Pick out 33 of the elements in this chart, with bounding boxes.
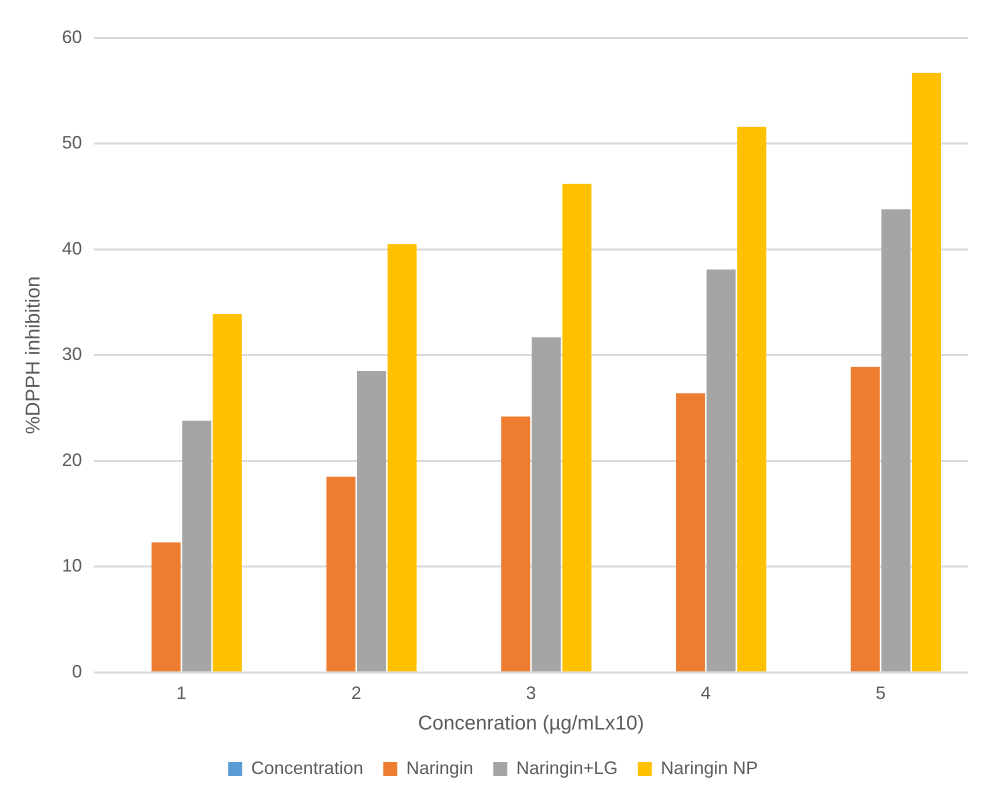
y-tick-label: 20 (62, 450, 82, 470)
bar (562, 184, 592, 672)
x-tick-label: 1 (176, 683, 186, 704)
bar (152, 542, 181, 672)
x-tick-label: 3 (526, 683, 536, 704)
y-tick-label: 0 (72, 661, 82, 682)
bar (706, 270, 736, 672)
y-tick-label: 30 (62, 344, 82, 364)
bar (182, 420, 212, 672)
bar (388, 244, 417, 672)
y-tick-label: 60 (62, 26, 82, 47)
bar (676, 393, 706, 672)
bar (737, 126, 766, 672)
y-tick-label: 50 (62, 132, 82, 153)
bar (356, 371, 386, 672)
x-tick-label: 5 (876, 683, 886, 704)
bar (326, 476, 356, 672)
legend-label: Naringin+LG (516, 758, 618, 778)
y-axis-title: %DPPH inhibition (22, 276, 45, 434)
y-tick-label: 40 (62, 238, 82, 258)
bar (850, 366, 880, 672)
legend-label: Naringin NP (660, 758, 758, 778)
legend-label: Concentration (251, 758, 364, 778)
bar (532, 337, 561, 672)
x-tick-label: 4 (700, 683, 711, 704)
bar (912, 72, 942, 672)
y-tick-label: 10 (62, 556, 82, 576)
x-axis-title: Concenration (µg/mLx10) (418, 712, 644, 735)
legend-label: Naringin (406, 758, 474, 778)
bar (501, 416, 530, 672)
bar (881, 209, 910, 672)
x-tick-label: 2 (351, 683, 362, 704)
bar (212, 314, 242, 672)
